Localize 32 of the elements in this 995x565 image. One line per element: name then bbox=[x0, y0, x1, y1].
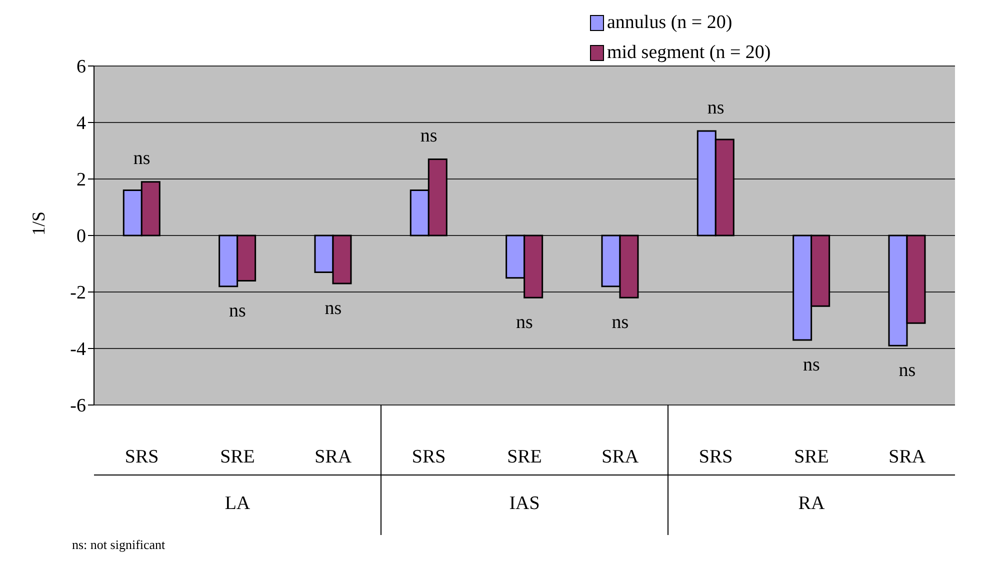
x-tick-label: SRS bbox=[698, 446, 733, 468]
y-tick-label: -6 bbox=[70, 396, 86, 417]
y-tick-label: -2 bbox=[70, 282, 86, 304]
legend-label: annulus (n = 20) bbox=[607, 12, 732, 34]
y-tick-label: 6 bbox=[76, 56, 86, 78]
y-tick-label: 4 bbox=[76, 113, 86, 134]
text: IAS bbox=[509, 493, 540, 514]
y-tick-label: 2 bbox=[76, 170, 86, 191]
annotation: ns bbox=[324, 298, 342, 319]
legend-label: mid segment (n = 20) bbox=[607, 42, 771, 64]
x-tick-label: SRA bbox=[888, 446, 926, 468]
annotation: ns bbox=[516, 312, 533, 334]
annotation: ns bbox=[420, 126, 438, 147]
x-tick-label: SRS bbox=[412, 446, 446, 468]
annotation: ns bbox=[229, 300, 246, 322]
x-tick-label: SRA bbox=[314, 446, 352, 468]
x-tick-label: SRE bbox=[507, 446, 542, 468]
text: RA bbox=[798, 493, 825, 514]
annotation: ns bbox=[898, 360, 916, 382]
y-tick-label: 0 bbox=[76, 226, 86, 248]
text: LA bbox=[224, 493, 250, 514]
text: ns: not significant bbox=[72, 537, 166, 552]
annotation: ns bbox=[803, 354, 820, 376]
y-axis-title: 1/S bbox=[28, 211, 48, 236]
x-tick-label: SRE bbox=[794, 446, 829, 468]
x-tick-label: SRE bbox=[220, 446, 255, 468]
annotation: ns bbox=[707, 97, 724, 118]
x-tick-label: SRS bbox=[124, 446, 159, 468]
x-tick-label: SRA bbox=[602, 446, 639, 468]
y-tick-label: -4 bbox=[70, 339, 86, 360]
annotation: ns bbox=[133, 148, 150, 170]
annotation: ns bbox=[612, 312, 629, 334]
